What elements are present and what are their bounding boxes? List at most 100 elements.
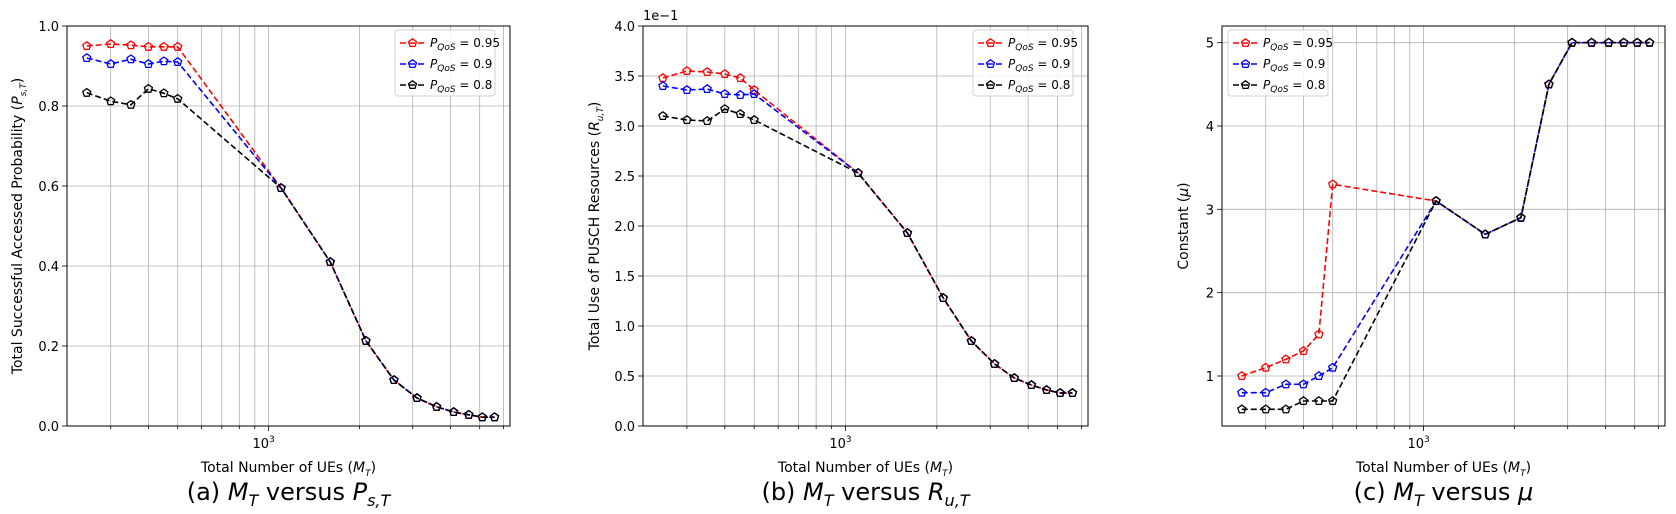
- y-tick-label: 4.0: [614, 20, 635, 35]
- data-point: [966, 335, 977, 346]
- data-point: [477, 412, 488, 422]
- legend-marker: [985, 58, 996, 69]
- data-point: [720, 88, 730, 99]
- y-axis-label: Total Use of PUSCH Resources (Ru,T): [587, 102, 606, 352]
- x-tick-label: 103: [1407, 435, 1429, 452]
- series-3: [1237, 37, 1655, 414]
- data-point: [126, 54, 136, 64]
- series-2: [658, 80, 1078, 398]
- y-tick-label: 2: [1206, 287, 1214, 302]
- data-point: [126, 99, 136, 109]
- data-point: [658, 110, 668, 121]
- data-point: [1281, 379, 1291, 389]
- data-point: [1281, 354, 1291, 364]
- data-point: [1026, 379, 1037, 390]
- data-point: [1431, 195, 1441, 206]
- legend-marker: [407, 37, 418, 48]
- data-point: [702, 66, 712, 77]
- data-point: [1281, 404, 1291, 414]
- data-point: [325, 256, 336, 267]
- data-point: [1544, 79, 1554, 89]
- legend-marker: [407, 79, 418, 90]
- data-point: [1516, 212, 1526, 222]
- chart-panel-1: 103 0.0 0.2 0.4 0.6 0.8 1.0 Total Number of UEs…: [10, 20, 511, 510]
- y-tick-label: 0.2: [38, 340, 59, 355]
- legend: PQoS = 0.95 PQoS = 0.9 PQoS = 0.8: [1227, 29, 1333, 97]
- y-tick-label: 2.0: [614, 220, 635, 235]
- series-2: [82, 52, 500, 422]
- series-1: [658, 65, 1078, 398]
- series-line: [86, 57, 495, 419]
- data-point: [448, 406, 459, 417]
- y-tick-label: 0.4: [38, 260, 59, 275]
- data-point: [938, 292, 949, 303]
- x-axis-label: Total Number of UEs (MT): [200, 460, 376, 479]
- data-point: [105, 96, 116, 106]
- legend-marker: [1240, 37, 1251, 48]
- legend-marker: [985, 37, 996, 48]
- series-line: [1241, 41, 1650, 411]
- data-point: [1618, 37, 1629, 47]
- data-point: [720, 103, 730, 114]
- series-3: [82, 83, 500, 422]
- y-tick-label: 3.0: [614, 120, 635, 135]
- data-point: [682, 84, 692, 95]
- data-point: [853, 167, 863, 178]
- y-axis-label: Constant (μ): [1176, 182, 1192, 269]
- data-point: [749, 88, 759, 99]
- data-point: [1644, 37, 1655, 47]
- data-point: [702, 115, 712, 126]
- legend-label: PQoS = 0.95: [1263, 36, 1333, 53]
- y-tick-label: 0.6: [38, 180, 59, 195]
- data-point: [105, 58, 116, 69]
- data-point: [172, 93, 183, 103]
- x-tick-label: 103: [829, 435, 851, 452]
- legend: PQoS = 0.95 PQoS = 0.9 PQoS = 0.8: [972, 29, 1078, 97]
- data-point: [1298, 379, 1309, 389]
- data-point: [658, 80, 668, 91]
- legend-frame: [394, 29, 496, 97]
- series-line: [662, 85, 1073, 394]
- data-point: [702, 83, 712, 94]
- legend-label: PQoS = 0.95: [430, 36, 500, 53]
- legend-label: PQoS = 0.9: [1008, 57, 1070, 74]
- data-point: [431, 401, 442, 411]
- legend-frame: [972, 29, 1074, 97]
- y-tick-label: 0.0: [614, 420, 635, 435]
- series-line: [86, 87, 495, 419]
- y-tick-label: 1.5: [614, 270, 635, 285]
- y-axis-label: Total Successful Accessed Probability (P…: [10, 78, 29, 375]
- legend: PQoS = 0.95 PQoS = 0.9 PQoS = 0.8: [394, 29, 500, 97]
- data-point: [902, 227, 913, 238]
- data-point: [361, 335, 371, 345]
- data-point: [1314, 395, 1324, 406]
- data-point: [1314, 370, 1324, 381]
- panel-caption: (c) MT versus μ: [1354, 478, 1534, 510]
- chart-panel-3: 103 1 2 3 4 5 Total Number of UEs (MT) Constant…: [1176, 25, 1666, 510]
- data-point: [1586, 37, 1597, 47]
- data-point: [143, 58, 154, 69]
- data-point: [1480, 229, 1491, 239]
- y-tick-label: 4: [1206, 120, 1214, 135]
- data-point: [159, 41, 169, 51]
- series-line: [662, 70, 1073, 394]
- data-point: [1567, 37, 1577, 47]
- data-point: [1009, 372, 1020, 383]
- series-line: [86, 43, 495, 419]
- data-point: [412, 392, 422, 403]
- data-point: [735, 72, 746, 83]
- y-tick-label: 0.0: [38, 420, 59, 435]
- data-point: [1298, 395, 1309, 406]
- y-tick-label: 3.5: [614, 70, 635, 85]
- legend-label: PQoS = 0.9: [1263, 57, 1325, 74]
- legend-label: PQoS = 0.9: [430, 57, 492, 74]
- data-point: [1298, 345, 1309, 356]
- axes-frame: [1221, 25, 1666, 427]
- data-point: [1603, 37, 1614, 47]
- legend-marker: [407, 58, 418, 69]
- data-point: [749, 114, 759, 125]
- data-point: [1237, 404, 1247, 414]
- data-point: [735, 108, 746, 119]
- series-1: [82, 38, 500, 422]
